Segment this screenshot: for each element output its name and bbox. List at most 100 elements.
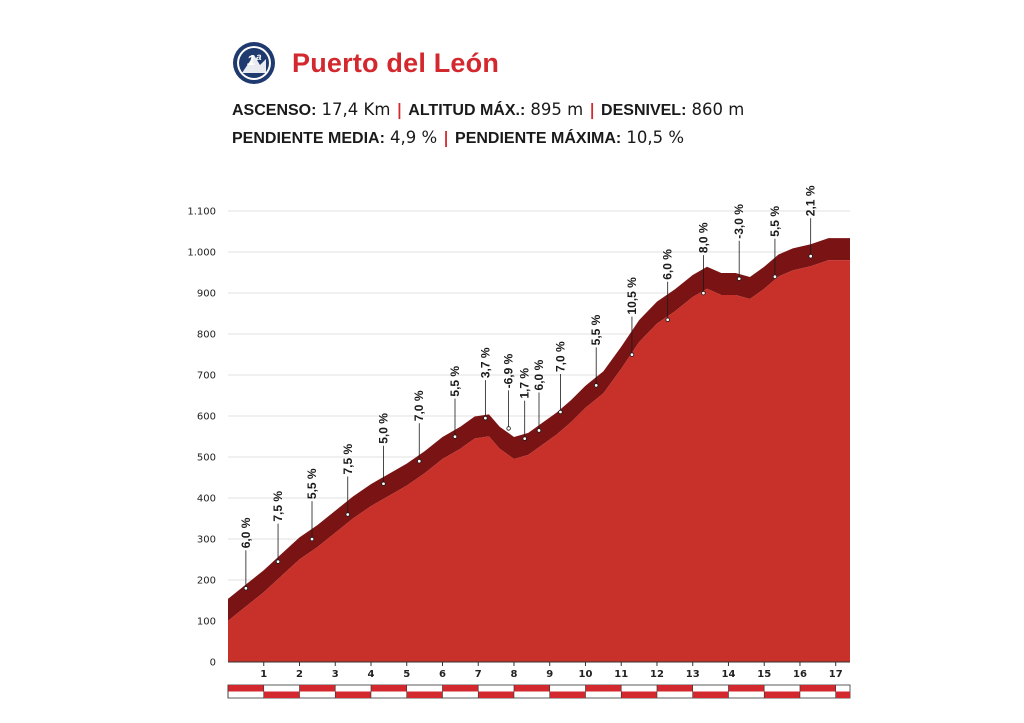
km-bar-segment xyxy=(728,685,765,692)
grade-label: 1,7 % xyxy=(518,368,532,399)
grade-marker xyxy=(665,317,670,322)
grade-label: 5,5 % xyxy=(305,468,319,499)
grade-label: 6,0 % xyxy=(661,249,675,280)
km-bar-segment xyxy=(621,691,657,698)
y-tick-label: 900 xyxy=(197,289,216,300)
x-tick-label: 8 xyxy=(510,669,517,680)
grade-marker xyxy=(483,415,488,421)
km-bar-segment xyxy=(764,691,800,698)
max-gradient-label: PENDIENTE MÁXIMA: xyxy=(455,130,622,147)
y-tick-label: 500 xyxy=(197,453,216,464)
title-row: 1ª Puerto del León xyxy=(232,40,992,86)
profile-area xyxy=(228,260,850,662)
y-tick-label: 0 xyxy=(210,658,216,669)
grade-label: 5,5 % xyxy=(768,206,782,237)
grade-label: 6,0 % xyxy=(532,359,546,390)
x-tick-label: 10 xyxy=(579,669,593,680)
grade-marker xyxy=(772,274,778,279)
x-tick-label: 4 xyxy=(368,669,375,680)
elevation-gain-label: DESNIVEL: xyxy=(601,102,687,119)
grade-label: -3,0 % xyxy=(732,204,746,239)
grade-label: 8,0 % xyxy=(696,222,710,253)
max-altitude-value: 895 m xyxy=(530,100,584,119)
x-tick-label: 9 xyxy=(546,669,553,680)
grade-marker xyxy=(381,481,386,486)
grade-marker xyxy=(417,459,422,464)
grade-marker xyxy=(558,409,563,415)
stat-separator: | xyxy=(396,100,403,119)
x-tick-label: 7 xyxy=(475,669,482,680)
km-bar-segment xyxy=(299,685,336,692)
x-tick-label: 5 xyxy=(403,669,410,680)
climb-header: 1ª Puerto del León ASCENSO: 17,4 Km | ALTI… xyxy=(232,40,992,152)
grade-marker xyxy=(345,512,350,517)
x-tick-label: 12 xyxy=(650,669,664,680)
grade-marker xyxy=(275,559,281,564)
x-tick-label: 15 xyxy=(757,669,771,680)
y-tick-label: 1.100 xyxy=(187,207,216,218)
km-bar-segment xyxy=(263,691,300,698)
y-tick-label: 100 xyxy=(197,617,216,628)
grade-label: 5,5 % xyxy=(448,366,462,397)
grade-marker xyxy=(452,434,458,439)
grade-label: 7,5 % xyxy=(341,443,355,474)
climb-stats: ASCENSO: 17,4 Km | ALTITUD MÁX.: 895 m | DES… xyxy=(232,96,992,152)
x-tick-label: 17 xyxy=(829,669,843,680)
grade-label: 5,0 % xyxy=(377,413,391,444)
km-bar-segment xyxy=(513,685,550,692)
km-bar-layer xyxy=(227,684,851,699)
km-bar-segment xyxy=(585,685,622,692)
grade-label-layer: 6,0 % 7,5 % 5,5 % 7,5 % 5,0 % 7,0 % 5,5 % 3,7 %… xyxy=(239,185,818,591)
km-bar-segment xyxy=(478,691,514,698)
km-bar-segment xyxy=(799,685,836,692)
km-bar-segment xyxy=(228,685,264,692)
km-bar-segment xyxy=(370,685,407,692)
max-altitude-label: ALTITUD MÁX.: xyxy=(408,102,526,119)
y-tick-label: 700 xyxy=(197,371,216,382)
x-tick-label: 6 xyxy=(439,669,446,680)
max-gradient-value: 10,5 % xyxy=(626,128,685,147)
y-tick-label: 1.000 xyxy=(187,248,216,259)
stat-separator: | xyxy=(589,100,596,119)
avg-gradient-label: PENDIENTE MEDIA: xyxy=(232,130,385,147)
km-bar-segment xyxy=(656,685,693,692)
x-tick-label: 1 xyxy=(260,669,267,680)
category-badge-icon: 1ª xyxy=(233,42,275,84)
grade-marker xyxy=(506,426,511,431)
grade-label: 7,5 % xyxy=(271,491,285,522)
x-tick-label: 13 xyxy=(686,669,700,680)
grade-marker xyxy=(593,383,599,388)
ascent-label: ASCENSO: xyxy=(232,102,317,119)
grade-marker xyxy=(808,254,813,259)
km-bar-segment xyxy=(692,691,729,698)
grade-marker xyxy=(309,536,315,542)
ascent-value: 17,4 Km xyxy=(321,100,391,119)
x-tick-label: 11 xyxy=(614,669,628,680)
x-tick-label: 14 xyxy=(721,669,735,680)
grade-label: 7,0 % xyxy=(412,390,426,421)
x-tick-label: 16 xyxy=(793,669,807,680)
grade-marker xyxy=(243,586,249,591)
x-tick-label: 2 xyxy=(296,669,303,680)
grade-label: 5,5 % xyxy=(589,314,603,345)
grade-label: 10,5 % xyxy=(625,277,639,315)
grade-marker xyxy=(736,276,742,281)
profile-area-layer xyxy=(228,238,850,662)
km-bar-segment xyxy=(406,691,443,698)
y-tick-label: 300 xyxy=(197,535,216,546)
y-tick-label: 600 xyxy=(197,412,216,423)
km-bar-segment xyxy=(442,685,479,692)
km-bar-segment xyxy=(549,691,586,698)
grade-label: 7,0 % xyxy=(553,341,567,372)
elevation-gain-value: 860 m xyxy=(691,100,745,119)
climb-title: Puerto del León xyxy=(292,47,500,78)
grade-marker xyxy=(536,428,542,433)
stats-line-1: ASCENSO: 17,4 Km | ALTITUD MÁX.: 895 m | DES… xyxy=(232,96,992,124)
stat-separator: | xyxy=(443,128,450,147)
grade-label: 2,1 % xyxy=(804,185,818,216)
y-tick-label: 400 xyxy=(197,494,216,505)
grade-label: 6,0 % xyxy=(239,517,253,548)
grade-label: -6,9 % xyxy=(502,353,516,388)
